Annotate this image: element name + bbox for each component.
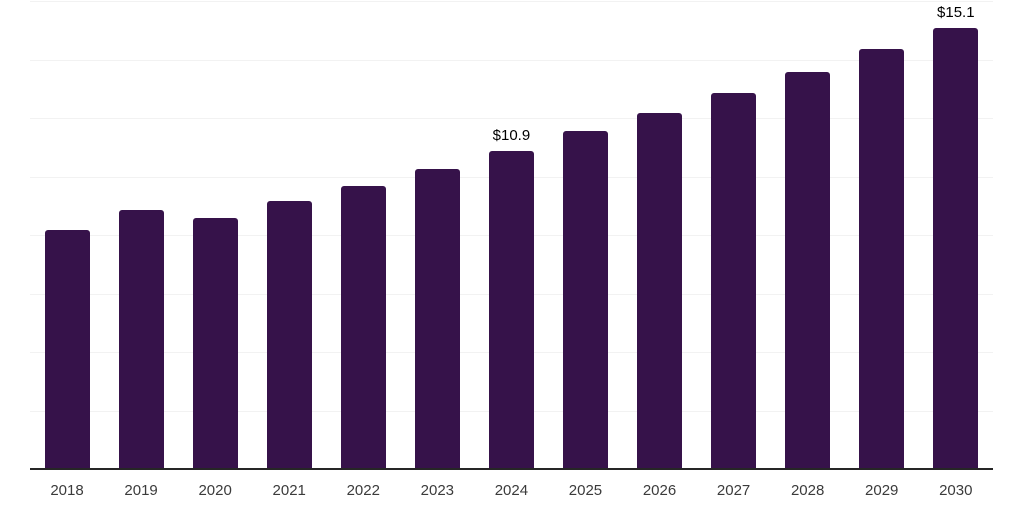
bar-group-2029 — [859, 2, 905, 470]
data-label-2030: $15.1 — [937, 4, 975, 22]
x-tick-label-2028: 2028 — [790, 482, 825, 499]
bar-2021 — [266, 200, 312, 470]
bar-group-2030: $15.1 — [933, 2, 979, 470]
data-label-2024: $10.9 — [492, 127, 531, 145]
bar-2024 — [488, 151, 534, 470]
bar-group-2026 — [637, 2, 683, 470]
bar-2025 — [562, 130, 608, 470]
x-tick-label-2029: 2029 — [865, 482, 899, 499]
x-tick-label-2024: 2024 — [494, 482, 529, 499]
x-tick-label-2022: 2022 — [346, 482, 380, 499]
bar-group-2020 — [192, 2, 238, 470]
bar-group-2018 — [44, 2, 90, 470]
gridline — [30, 59, 993, 61]
x-tick-label-2026: 2026 — [642, 482, 677, 499]
plot-area: $10.9 $15.1 — [30, 1, 993, 470]
gridline — [30, 1, 993, 2]
bar-2023 — [414, 168, 460, 470]
x-tick-label-2021: 2021 — [272, 482, 306, 499]
bar-group-2028 — [785, 2, 831, 470]
bar-group-2025 — [562, 2, 608, 470]
bar-2022 — [340, 186, 386, 470]
bar-group-2022 — [340, 2, 386, 470]
bar-group-2019 — [118, 2, 164, 470]
x-tick-label-2027: 2027 — [716, 482, 751, 499]
bar-2027 — [711, 92, 757, 470]
bar-group-2027 — [711, 2, 757, 470]
bar-2020 — [192, 218, 238, 470]
x-tick-label-2030: 2030 — [939, 482, 973, 499]
bar-2019 — [118, 209, 164, 470]
bar-group-2024: $10.9 — [488, 2, 534, 470]
x-tick-label-2018: 2018 — [50, 482, 84, 499]
x-axis-labels: 2018 2019 2020 2021 2022 2023 2024 2025 2026 2027… — [30, 482, 993, 500]
bar-group-2023 — [414, 2, 460, 470]
bar-2028 — [785, 72, 831, 470]
x-tick-label-2019: 2019 — [124, 482, 158, 499]
gridline — [30, 118, 993, 119]
x-tick-label-2023: 2023 — [420, 482, 455, 499]
bar-2030 — [933, 28, 979, 470]
bar-2026 — [637, 113, 683, 470]
x-tick-label-2020: 2020 — [198, 482, 232, 499]
bars-row: $10.9 $15.1 — [30, 2, 993, 470]
bar-group-2021 — [266, 2, 312, 470]
bar-2018 — [44, 230, 90, 470]
x-tick-label-2025: 2025 — [568, 482, 603, 499]
bar-2029 — [859, 48, 905, 470]
x-axis-line — [30, 468, 993, 470]
